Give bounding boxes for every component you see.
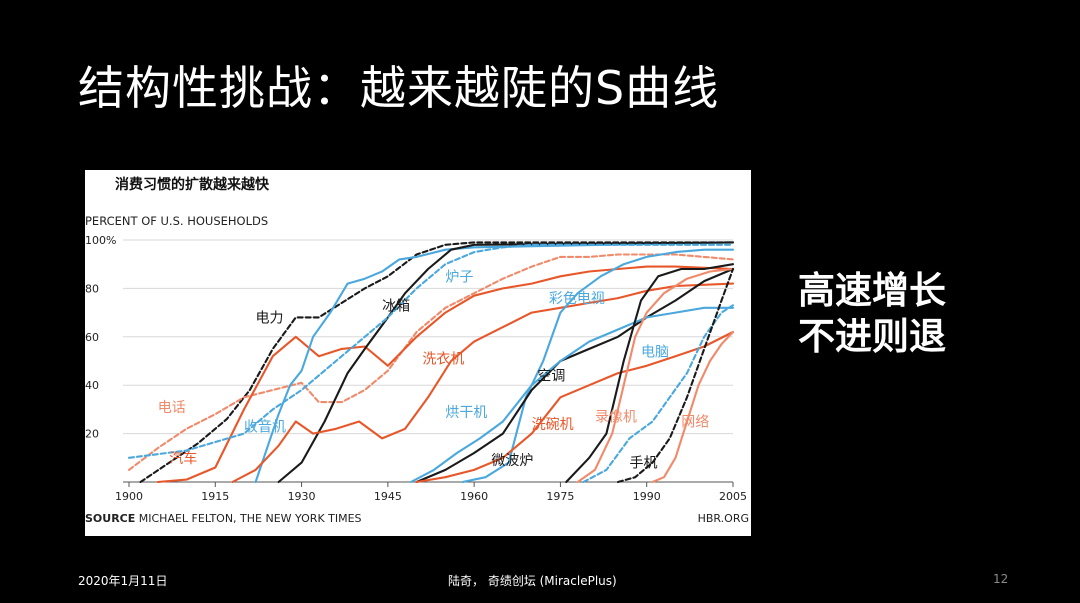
- series-label-1: 电话: [158, 400, 186, 416]
- y-tick-label: 40: [85, 379, 99, 392]
- y-tick-label: 60: [85, 331, 99, 344]
- series-label-13: 电脑: [641, 344, 669, 360]
- series-label-10: 洗碗机: [532, 417, 574, 433]
- source-text: MICHAEL FELTON, THE NEW YORK TIMES: [135, 512, 361, 525]
- y-tick-label: 80: [85, 282, 99, 295]
- footer-center: 陆奇， 奇绩创坛 (MiraclePlus): [448, 574, 617, 588]
- side-text: 高速增长 不进则退: [798, 268, 946, 360]
- series-label-7: 彩色电视: [549, 290, 605, 307]
- series-label-9: 烘干机: [445, 405, 487, 421]
- series-line-11: [565, 263, 735, 484]
- series-label-6: 洗衣机: [422, 352, 464, 368]
- series-label-0: 电力: [256, 310, 284, 326]
- chart-title: 消费习惯的扩散越来越快: [115, 176, 270, 193]
- x-tick-label: 1990: [633, 490, 661, 503]
- credit-label: HBR.ORG: [698, 512, 749, 525]
- x-tick-label: 2005: [719, 490, 747, 503]
- series-line-0: [139, 241, 735, 484]
- series-label-2: 汽车: [169, 450, 197, 467]
- series-line-5: [127, 243, 735, 459]
- chart-card: 消费习惯的扩散越来越快 PERCENT OF U.S. HOUSEHOLDS 20 4…: [85, 170, 751, 536]
- x-tick-label: 1915: [201, 490, 229, 503]
- series-line-13: [582, 304, 735, 484]
- diffusion-chart: 消费习惯的扩散越来越快 PERCENT OF U.S. HOUSEHOLDS 20 4…: [85, 176, 749, 525]
- series-label-8: 空调: [537, 369, 565, 385]
- series-label-15: 手机: [629, 456, 657, 472]
- side-text-line2: 不进则退: [798, 315, 946, 358]
- source-note: SOURCE MICHAEL FELTON, THE NEW YORK TIME…: [85, 512, 362, 525]
- x-tick-label: 1960: [460, 490, 488, 503]
- y-axis-label: PERCENT OF U.S. HOUSEHOLDS: [85, 214, 268, 228]
- series-line-7: [461, 248, 735, 484]
- source-label: SOURCE: [85, 512, 135, 525]
- footer-date: 2020年1月11日: [78, 574, 168, 588]
- x-tick-label: 1975: [546, 490, 574, 503]
- series-line-2: [156, 265, 735, 484]
- x-tick-label: 1945: [374, 490, 402, 503]
- slide-title: 结构性挑战：越来越陡的S曲线: [78, 61, 720, 115]
- x-tick-label: 1900: [115, 490, 143, 503]
- series-label-14: 网络: [681, 415, 709, 431]
- series-label-4: 冰箱: [382, 298, 410, 314]
- series-label-5: 炉子: [445, 269, 473, 285]
- series-label-3: 收音机: [244, 418, 286, 435]
- x-tick-label: 1930: [288, 490, 316, 503]
- series-line-3: [254, 241, 735, 484]
- series-line-8: [415, 267, 735, 484]
- series-label-11: 微波炉: [491, 453, 533, 469]
- series-line-14: [651, 330, 735, 484]
- series-line-6: [231, 282, 735, 484]
- series-line-15: [616, 267, 735, 484]
- series-line-9: [409, 306, 735, 484]
- page-number: 12: [993, 572, 1009, 586]
- series-label-12: 录像机: [595, 410, 637, 426]
- y-tick-label: 20: [85, 428, 99, 441]
- series-line-12: [576, 267, 735, 484]
- series-line-10: [415, 330, 735, 484]
- side-text-line1: 高速增长: [798, 269, 946, 312]
- y-tick-label: 100%: [85, 234, 116, 247]
